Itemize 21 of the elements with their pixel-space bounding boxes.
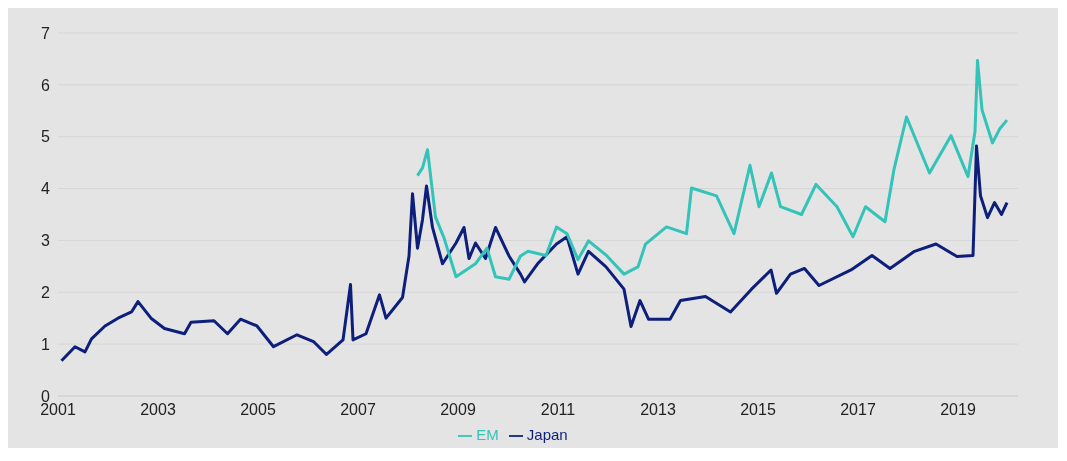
line-series: [416, 58, 1009, 281]
x-tick-label: 2017: [840, 401, 876, 419]
y-tick-label: 1: [41, 335, 51, 353]
x-tick-label: 2007: [340, 401, 376, 419]
x-tick-label: 2013: [640, 401, 676, 419]
legend-label: Japan: [526, 425, 568, 443]
legend-label: EM: [476, 425, 499, 443]
y-tick-label: 7: [41, 24, 51, 42]
x-tick-label: 2009: [440, 401, 476, 419]
y-tick-label: 2: [41, 283, 51, 301]
y-tick-label: 3: [41, 232, 51, 250]
y-tick-label: 6: [41, 76, 51, 94]
x-tick-label: 2001: [40, 401, 76, 419]
y-tick-label: 4: [41, 180, 51, 198]
line-series: [60, 144, 1009, 363]
x-tick-label: 2005: [240, 401, 276, 419]
x-tick-label: 2019: [940, 401, 976, 419]
y-tick-label: 5: [41, 128, 51, 146]
x-tick-label: 2003: [140, 401, 176, 419]
x-tick-label: 2011: [540, 401, 576, 419]
x-tick-label: 2015: [740, 401, 776, 419]
